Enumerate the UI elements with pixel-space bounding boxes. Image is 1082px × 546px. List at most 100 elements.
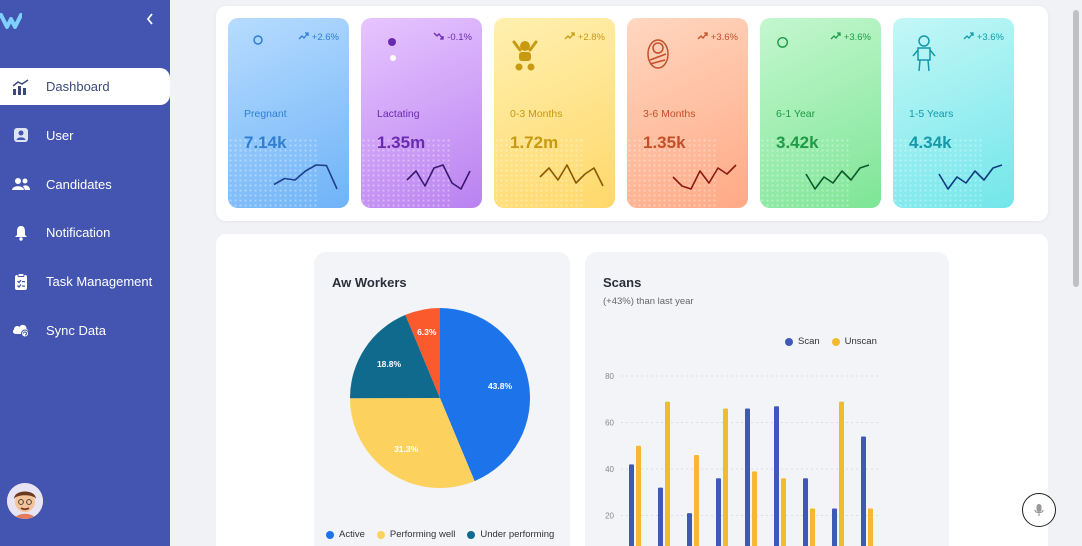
sidebar-item-label: User <box>46 127 74 143</box>
trend-up-icon <box>564 32 575 43</box>
avatar[interactable] <box>7 483 43 519</box>
trend-badge: +2.8% <box>564 32 605 43</box>
legend-item[interactable]: Active <box>326 529 365 540</box>
bar-unscan-7[interactable] <box>839 401 844 546</box>
pie-data-label: 18.8% <box>377 359 402 369</box>
stat-value: 4.34k <box>909 133 952 152</box>
stat-label: 1-5 Years <box>909 108 954 120</box>
clipboard-icon <box>12 272 30 291</box>
stat-value: 7.14k <box>244 133 287 152</box>
stat-label: Lactating <box>377 108 420 120</box>
stats-panel: +2.6% Pregnant 7.14k -0.1% Lactating 1.35m +2.… <box>216 6 1048 221</box>
pie-data-label: 31.3% <box>394 444 419 454</box>
bar-scan-0[interactable] <box>629 464 634 546</box>
sidebar-item-candidates[interactable]: Candidates <box>0 166 170 203</box>
bar-scan-7[interactable] <box>832 508 837 546</box>
charts-panel: Aw Workers 43.8% 31.3% 18.8% 6.3% Active Per… <box>216 234 1048 546</box>
legend-dot <box>831 337 840 346</box>
trend-badge: -0.1% <box>433 32 472 43</box>
cloud-sync-icon <box>12 321 30 339</box>
y-tick-label: 60 <box>605 419 614 428</box>
brand-logo-icon[interactable] <box>0 10 23 32</box>
stat-card-1-5-years[interactable]: +3.6% 1-5 Years 4.34k <box>893 18 1014 208</box>
bar-unscan-8[interactable] <box>868 508 873 546</box>
card-pattern <box>760 138 850 208</box>
bar-scan-3[interactable] <box>716 478 721 546</box>
sidebar-item-task-management[interactable]: Task Management <box>0 263 170 300</box>
sidebar-item-dashboard[interactable]: Dashboard <box>0 68 170 105</box>
sparkline-path <box>672 164 737 190</box>
stat-label: 6-1 Year <box>776 108 816 120</box>
stat-label: Pregnant <box>244 108 287 120</box>
legend-dot <box>785 337 793 346</box>
bar-scan-6[interactable] <box>803 478 808 546</box>
bar-scan-2[interactable] <box>687 513 692 546</box>
legend-item[interactable]: Under performing <box>467 529 554 540</box>
sparkline <box>406 164 471 190</box>
legend-label: Scan <box>798 336 820 347</box>
stat-value: 1.35k <box>643 133 686 152</box>
trend-up-icon <box>298 32 309 43</box>
sidebar-item-user[interactable]: User <box>0 117 170 154</box>
bar-unscan-0[interactable] <box>636 445 641 546</box>
sparkline <box>805 164 870 190</box>
sparkline-path <box>406 164 471 190</box>
pie-slice-1[interactable] <box>350 398 475 488</box>
toddler-icon <box>909 34 939 74</box>
crawling-baby-icon <box>776 34 806 74</box>
legend-dot <box>376 530 385 539</box>
stat-card-3-6-months[interactable]: +3.6% 3-6 Months 1.35k <box>627 18 748 208</box>
stat-card-pregnant[interactable]: +2.6% Pregnant 7.14k <box>228 18 349 208</box>
pie-slice-2[interactable] <box>350 314 440 399</box>
card-pattern <box>893 138 983 208</box>
bar-scan-1[interactable] <box>658 487 663 546</box>
infant-icon <box>510 34 540 74</box>
page-scrollbar[interactable] <box>1073 4 1079 544</box>
pie-data-label: 43.8% <box>488 381 513 391</box>
legend-item[interactable]: Scan <box>785 336 820 347</box>
legend-label: Performing well <box>389 529 456 540</box>
scrollbar-thumb[interactable] <box>1073 10 1079 287</box>
sidebar-item-notification[interactable]: Notification <box>0 214 170 251</box>
bar-scan-8[interactable] <box>861 436 866 546</box>
bar-unscan-6[interactable] <box>810 508 815 546</box>
users-icon <box>12 175 30 193</box>
legend-item[interactable]: Performing well <box>376 529 456 540</box>
chevron-left-icon[interactable] <box>142 12 158 30</box>
sidebar-item-label: Notification <box>46 225 111 241</box>
sidebar-item-sync-data[interactable]: Sync Data <box>0 312 170 349</box>
sidebar-item-label: Sync Data <box>46 322 106 338</box>
chart-icon <box>12 78 30 96</box>
legend-label: Unscan <box>844 336 877 347</box>
bar-scan-4[interactable] <box>745 408 750 546</box>
pregnant-icon <box>244 34 274 74</box>
trend-up-icon <box>697 32 708 43</box>
stat-card-6-1-year[interactable]: +3.6% 6-1 Year 3.42k <box>760 18 881 208</box>
sparkline <box>938 164 1003 190</box>
bar-unscan-2[interactable] <box>694 455 699 546</box>
pie-slice-3[interactable] <box>405 308 440 398</box>
aw-workers-title: Aw Workers <box>332 275 407 290</box>
legend-label: Active <box>339 529 365 540</box>
trend-badge: +3.6% <box>830 32 871 43</box>
scans-legend: Scan Unscan <box>785 336 877 347</box>
bar-unscan-5[interactable] <box>781 478 786 546</box>
aw-workers-pie-chart: 43.8% 31.3% 18.8% 6.3% <box>350 308 530 488</box>
stat-card-lactating[interactable]: -0.1% Lactating 1.35m <box>361 18 482 208</box>
microphone-button[interactable] <box>1022 493 1056 527</box>
trend-badge: +3.6% <box>697 32 738 43</box>
bar-unscan-4[interactable] <box>752 471 757 546</box>
card-pattern <box>361 138 451 208</box>
stat-label: 0-3 Months <box>510 108 563 120</box>
bar-unscan-1[interactable] <box>665 401 670 546</box>
trend-up-icon <box>830 32 841 43</box>
legend-dot <box>326 530 334 539</box>
stat-value: 1.35m <box>377 133 426 152</box>
bar-scan-5[interactable] <box>774 406 779 546</box>
bell-icon <box>12 224 30 242</box>
stat-card-0-3-months[interactable]: +2.8% 0-3 Months 1.72m <box>494 18 615 208</box>
microphone-icon <box>1034 504 1044 516</box>
bar-unscan-3[interactable] <box>723 408 728 546</box>
legend-item[interactable]: Unscan <box>831 336 877 347</box>
pie-slice-0[interactable] <box>440 308 530 482</box>
